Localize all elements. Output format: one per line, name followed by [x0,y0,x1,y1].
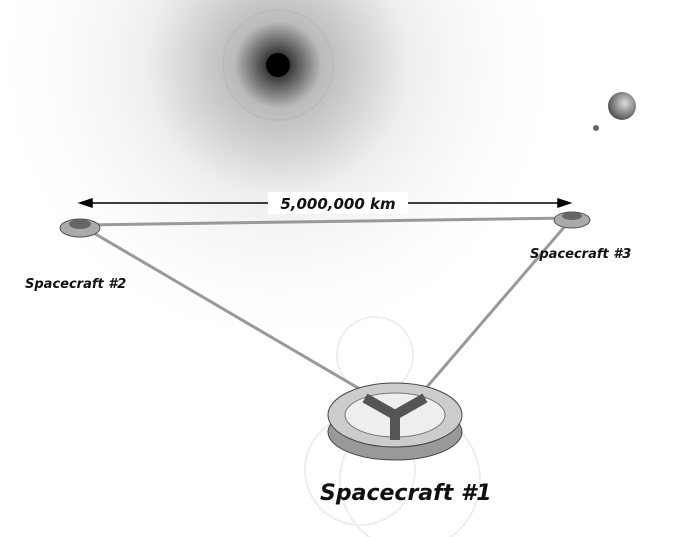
earth [608,92,636,120]
spacecraft-1 [327,382,463,461]
sun [266,53,290,77]
distance-label: 5,000,000 km [280,195,395,213]
moon [593,125,599,131]
sun-ring [222,9,334,121]
sun-glow [0,0,568,355]
node-label: Spacecraft #2 [25,277,126,292]
spacecraft-2 [59,218,101,238]
node-label: Spacecraft #1 [320,481,492,506]
spacecraft-3 [553,211,591,229]
node-label: Spacecraft #3 [530,247,631,262]
laser-links [79,216,574,397]
label-bg [268,192,408,214]
